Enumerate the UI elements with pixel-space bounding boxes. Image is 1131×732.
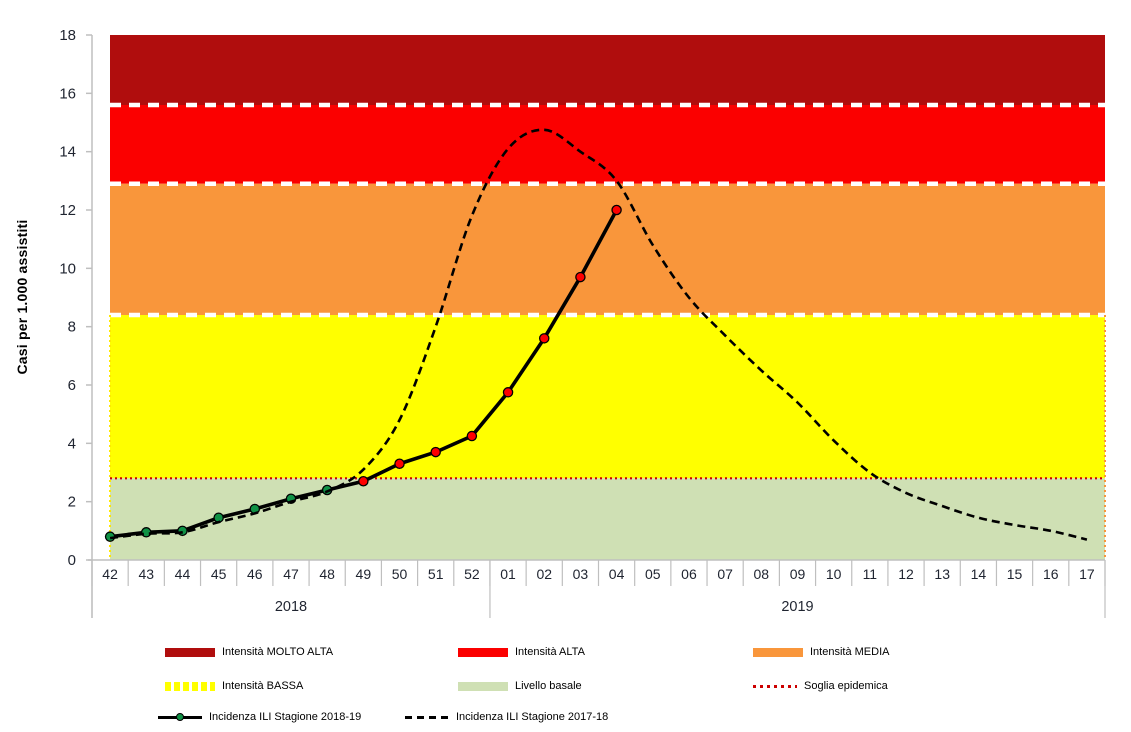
series-point-incidenza-ili-stagione-2018-19-04 [611,204,622,216]
series-point-incidenza-ili-stagione-2018-19-03 [575,271,586,283]
x-tick-label-week-07: 07 [717,566,733,582]
legend-swatch-solid-line-marker [158,713,202,721]
legend-swatch-band [165,647,215,657]
year-label-2019: 2019 [781,599,813,615]
legend-swatch-dashed-line [405,715,449,719]
x-tick-label-week-50: 50 [392,566,408,582]
y-tick-label: 12 [59,202,76,219]
x-tick-label-week-44: 44 [175,566,191,582]
x-tick-label-week-48: 48 [319,566,335,582]
x-tick-label-week-52: 52 [464,566,480,582]
x-tick-label-week-51: 51 [428,566,444,582]
legend-label: Incidenza ILI Stagione 2017-18 [456,711,609,723]
band-intensit-media [110,183,1105,315]
legend-item-intensit-molto-alta: Intensità MOLTO ALTA [165,645,333,659]
legend-label: Soglia epidemica [804,680,888,692]
x-tick-label-week-49: 49 [356,566,372,582]
y-tick-label: 6 [68,377,76,394]
y-tick-label: 16 [59,85,76,102]
y-tick-label: 10 [59,260,76,277]
band-intensit-alta [110,105,1105,184]
y-tick-label: 0 [68,552,76,569]
legend-item-intensit-media: Intensità MEDIA [753,645,889,659]
year-label-2018: 2018 [275,599,307,615]
x-tick-label-week-13: 13 [934,566,950,582]
legend-label: Intensità ALTA [515,646,585,658]
y-tick-label: 18 [59,27,76,44]
series-point-incidenza-ili-stagione-2018-19-52 [466,430,478,442]
band-intensit-bassa [110,315,1105,479]
x-tick-label-week-46: 46 [247,566,263,582]
x-tick-label-week-42: 42 [102,566,118,582]
x-tick-label-week-03: 03 [573,566,589,582]
legend-swatch-band [753,647,803,657]
x-tick-label-week-12: 12 [898,566,914,582]
x-tick-label-week-08: 08 [754,566,770,582]
y-tick-label: 2 [68,494,76,511]
x-tick-label-week-01: 01 [500,566,516,582]
legend-swatch-band [458,647,508,657]
legend-swatch-threshold-dotted-line [753,684,797,688]
y-tick-label: 4 [68,435,76,452]
x-tick-label-week-15: 15 [1007,566,1023,582]
band-livello-basale [110,478,1105,560]
x-tick-label-week-45: 45 [211,566,227,582]
legend-item-intensit-bassa: Intensità BASSA [165,679,303,693]
legend-item-incidenza-ili-stagione-2017-18: Incidenza ILI Stagione 2017-18 [405,710,608,724]
x-tick-label-week-17: 17 [1079,566,1095,582]
x-tick-label-week-05: 05 [645,566,661,582]
x-tick-label-week-11: 11 [863,566,878,582]
x-tick-label-week-47: 47 [283,566,299,582]
x-tick-label-week-02: 02 [536,566,552,582]
x-tick-label-week-43: 43 [138,566,154,582]
x-tick-label-week-09: 09 [790,566,806,582]
x-tick-label-week-10: 10 [826,566,842,582]
x-tick-label-week-06: 06 [681,566,697,582]
series-point-incidenza-ili-stagione-2018-19-01 [502,387,514,398]
legend-label: Intensità MEDIA [810,646,890,658]
series-point-incidenza-ili-stagione-2018-19-51 [430,446,441,458]
legend-label: Intensità MOLTO ALTA [222,646,334,658]
legend-item-incidenza-ili-stagione-2018-19: Incidenza ILI Stagione 2018-19 [158,710,361,724]
x-tick-label-week-14: 14 [971,566,987,582]
x-tick-label-week-04: 04 [609,566,625,582]
legend-marker-dot [176,713,184,721]
legend-label: Incidenza ILI Stagione 2018-19 [209,711,362,723]
y-tick-label: 14 [59,144,76,161]
series-point-incidenza-ili-stagione-2018-19-02 [538,333,550,344]
legend-swatch-band [458,681,508,691]
band-intensit-molto-alta [110,35,1105,105]
legend-item-soglia-epidemica: Soglia epidemica [753,679,888,693]
series-line-incidenza-ili-stagione-2017-18 [109,128,1088,541]
legend-label: Intensità BASSA [222,680,304,692]
x-tick-label-week-16: 16 [1043,566,1059,582]
legend-swatch-band-dotted [165,681,215,691]
legend-item-livello-basale: Livello basale [458,679,582,693]
legend-item-intensit-alta: Intensità ALTA [458,645,585,659]
legend-label: Livello basale [515,680,582,692]
series-point-incidenza-ili-stagione-2018-19-50 [394,458,405,469]
series-point-incidenza-ili-stagione-2018-19-49 [358,475,369,487]
y-tick-label: 8 [68,319,76,336]
